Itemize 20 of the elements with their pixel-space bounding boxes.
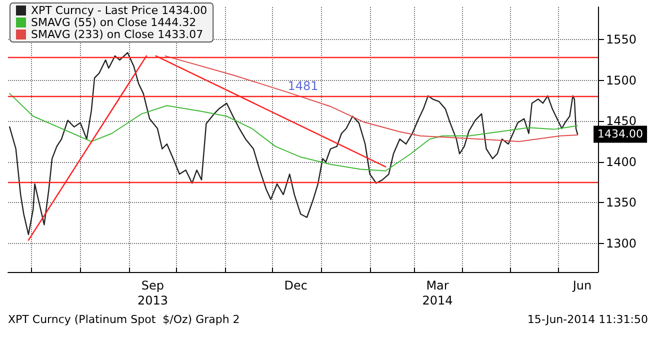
line-series bbox=[8, 52, 578, 236]
text: XPT Curncy (Platinum Spot $/Oz) Graph 2 bbox=[8, 313, 240, 326]
text: 15-Jun-2014 11:31:50 bbox=[527, 313, 648, 326]
y-tick-label: 1350 bbox=[606, 196, 637, 210]
line-series bbox=[164, 55, 578, 142]
legend-label: SMAVG (55) on Close 1444.32 bbox=[31, 16, 196, 29]
y-tick-label: 1550 bbox=[606, 32, 637, 47]
x-tick-label: Mar 2014 bbox=[422, 278, 453, 308]
data-label: 1434.00 bbox=[598, 128, 644, 141]
x-tick-label: Dec bbox=[284, 278, 308, 292]
y-tick-label: 1300 bbox=[606, 236, 637, 250]
line-series bbox=[9, 92, 578, 172]
legend-label: SMAVG (233) on Close 1433.07 bbox=[31, 28, 204, 41]
y-tick-label: 1450 bbox=[606, 114, 637, 128]
ref-line-label: 1481 bbox=[288, 78, 318, 93]
y-tick-label: 1500 bbox=[606, 73, 637, 88]
y-tick-label: 1400 bbox=[606, 154, 637, 169]
x-tick-label: Jun bbox=[572, 278, 592, 292]
x-tick-label: Sep 2013 bbox=[137, 278, 168, 308]
legend-label: XPT Curncy - Last Price 1434.00 bbox=[31, 4, 208, 17]
